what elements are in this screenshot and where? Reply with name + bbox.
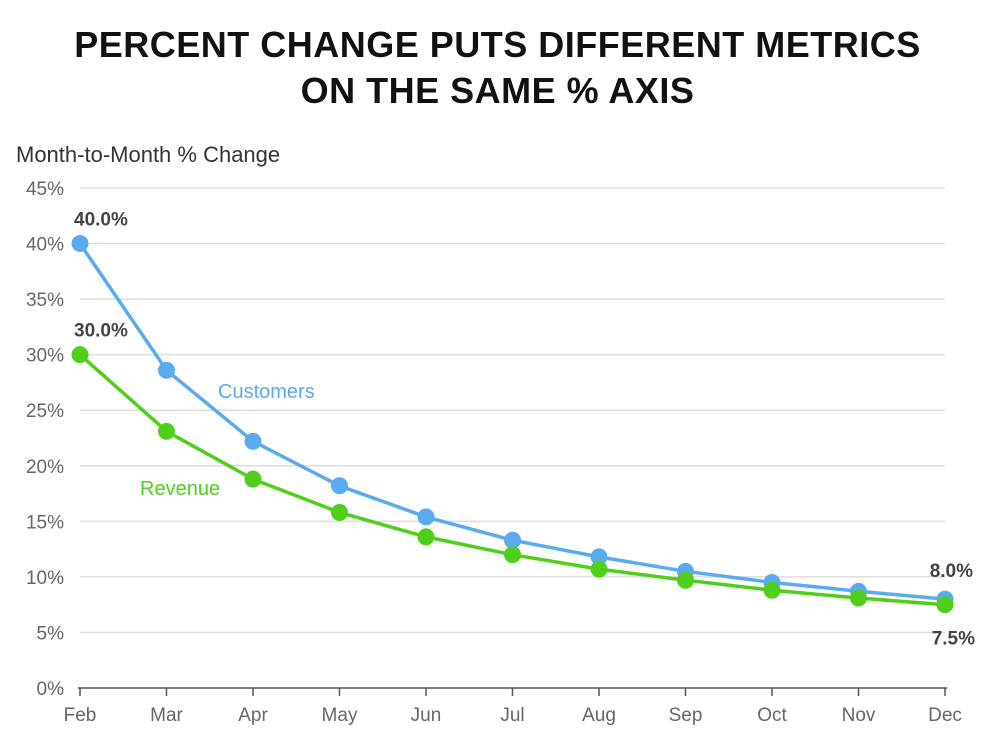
data-point-revenue [71,346,89,364]
y-tick-label: 20% [26,457,64,478]
y-tick-labels: 0% 5% 10% 15% 20% 25% 30% 35% 40% 45% [26,179,64,700]
gridlines [80,187,945,634]
y-tick-label: 30% [26,346,64,367]
y-tick-label: 0% [37,679,65,700]
data-point-revenue [504,546,521,564]
data-label: 8.0% [930,561,973,582]
data-point-revenue [158,422,175,440]
data-point-revenue [417,528,435,546]
x-tick-label: Jul [500,705,524,726]
x-tick-label: Aug [582,705,616,726]
y-tick-label: 5% [37,623,65,644]
y-tick-label: 35% [26,290,64,311]
y-tick-label: 45% [26,179,64,200]
data-point-revenue [331,503,348,521]
data-label: 30.0% [74,321,128,342]
data-point-customers [504,531,521,549]
data-point-revenue [936,596,954,614]
annotations: Customers Revenue 40.0% 30.0% 8.0% 7.5% [74,210,975,650]
data-label: 40.0% [74,210,128,231]
series-label-revenue: Revenue [140,478,220,500]
x-tick-label: Mar [150,705,183,726]
x-tick-label: Oct [757,705,787,726]
data-point-revenue [763,581,781,599]
x-tick-label: May [322,705,358,726]
y-tick-label: 10% [26,568,64,589]
y-axis-label: Month-to-Month % Change [16,142,281,167]
data-point-customers [417,508,435,526]
data-point-customers [331,477,348,495]
x-tick-label: Dec [928,705,962,726]
data-point-customers [71,235,89,253]
chart-title-line-1: PERCENT CHANGE PUTS DIFFERENT METRICS [74,24,921,65]
data-point-customers [244,432,262,450]
chart-title: PERCENT CHANGE PUTS DIFFERENT METRICS ON… [0,22,995,114]
y-tick-label: 40% [26,235,64,256]
data-point-customers [590,548,608,566]
x-tick-label: Feb [64,705,97,726]
chart-title-line-2: ON THE SAME % AXIS [300,70,695,111]
x-tick-label: Jun [411,705,442,726]
y-tick-label: 25% [26,401,64,422]
x-tick-label: Nov [842,705,876,726]
series-label-customers: Customers [218,381,315,403]
data-label: 7.5% [932,629,975,650]
data-point-revenue [590,560,608,578]
data-point-revenue [850,589,867,607]
y-tick-label: 15% [26,512,64,533]
series-points [71,235,954,614]
x-tick-label: Apr [238,705,268,726]
data-point-revenue [677,571,694,589]
data-point-customers [158,361,175,379]
x-axis: Feb Mar Apr May Jun Jul Aug Sep Oct Nov Dec [64,687,962,726]
x-tick-label: Sep [669,705,703,726]
data-point-revenue [244,470,262,488]
